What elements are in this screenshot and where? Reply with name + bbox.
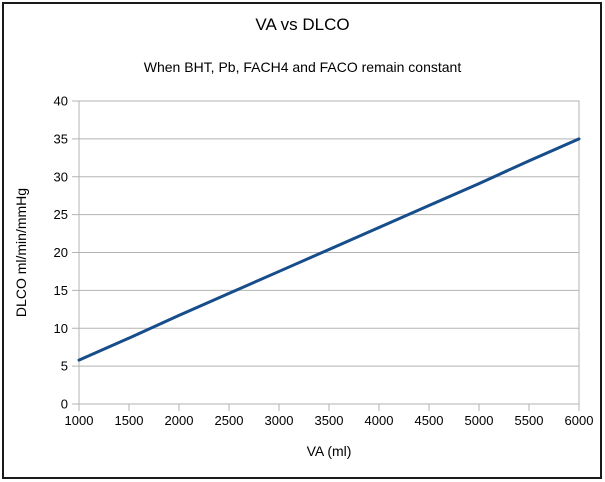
- y-tick-label: 35: [54, 131, 68, 146]
- x-tick-label: 3500: [315, 413, 344, 428]
- y-tick-label: 40: [54, 94, 68, 109]
- x-tick-label: 2000: [165, 413, 194, 428]
- series-line: [77, 137, 581, 362]
- y-tick-label: 25: [54, 207, 68, 222]
- y-axis-title: DLCO ml/min/mmHg: [13, 187, 29, 318]
- x-tick-label: 5000: [465, 413, 494, 428]
- y-tick-label: 20: [54, 245, 68, 260]
- x-tick-label: 4000: [365, 413, 394, 428]
- y-tick-label: 5: [61, 359, 68, 374]
- x-tick-label: 1500: [115, 413, 144, 428]
- y-tick-label: 0: [61, 397, 68, 412]
- x-tick-label: 4500: [415, 413, 444, 428]
- x-tick-label: 3000: [265, 413, 294, 428]
- chart-subtitle: When BHT, Pb, FACH4 and FACO remain cons…: [143, 59, 462, 75]
- x-tick-label: 1000: [65, 413, 94, 428]
- x-tick-label: 2500: [215, 413, 244, 428]
- x-tick-label: 5500: [515, 413, 544, 428]
- plot-border: [78, 100, 580, 405]
- x-tick-label: 6000: [565, 413, 594, 428]
- chart-title: VA vs DLCO: [255, 15, 350, 34]
- y-tick-label: 15: [54, 283, 68, 298]
- y-tick-label: 30: [54, 169, 68, 184]
- y-tick-label: 10: [54, 321, 68, 336]
- x-axis-title: VA (ml): [306, 443, 352, 459]
